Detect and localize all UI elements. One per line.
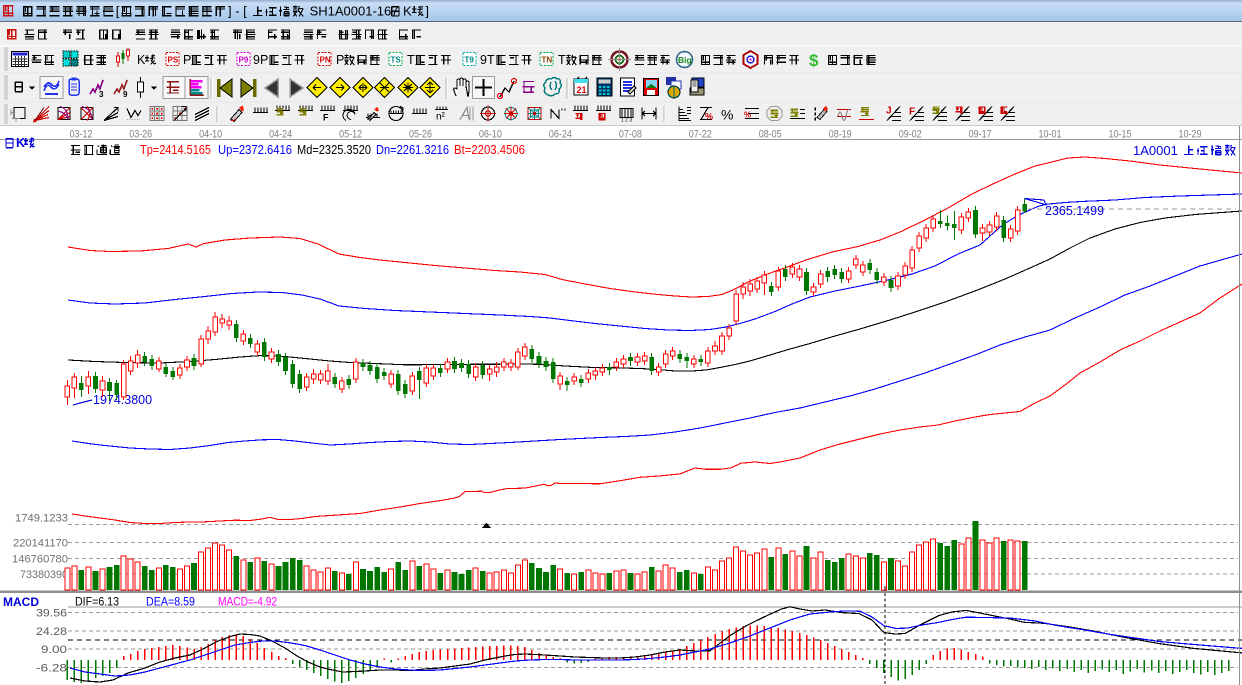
svg-text:220141170: 220141170	[13, 537, 68, 549]
svg-text:F: F	[323, 113, 329, 123]
svg-text:9P: 9P	[253, 53, 268, 67]
svg-text:DEA=8.59: DEA=8.59	[146, 595, 195, 609]
svg-text:21: 21	[577, 85, 587, 95]
svg-text:TS: TS	[391, 56, 402, 65]
svg-text:%: %	[705, 112, 713, 122]
svg-text:MACD=-4.92: MACD=-4.92	[218, 595, 277, 609]
svg-text:73380390: 73380390	[20, 569, 68, 581]
svg-text:03-12: 03-12	[70, 129, 93, 141]
svg-text:08-19: 08-19	[829, 129, 852, 141]
svg-text:P9: P9	[239, 56, 249, 65]
svg-text:04-10: 04-10	[199, 129, 222, 141]
svg-text:K: K	[403, 4, 412, 19]
svg-text:-6.28: -6.28	[36, 663, 67, 675]
svg-text:]: ]	[425, 4, 429, 19]
svg-text:DIF=6.13: DIF=6.13	[75, 595, 119, 609]
svg-text:09-02: 09-02	[899, 129, 922, 141]
svg-text:1749.1233: 1749.1233	[15, 513, 68, 525]
svg-text:3: 3	[99, 90, 104, 99]
svg-text:24.28: 24.28	[36, 626, 67, 638]
svg-text:146760780: 146760780	[12, 553, 68, 565]
svg-text:] - [: ] - [	[228, 4, 247, 19]
svg-text:03-26: 03-26	[129, 129, 152, 141]
svg-text:n²: n²	[436, 112, 446, 123]
svg-text:PS: PS	[168, 56, 179, 65]
svg-text:P: P	[336, 53, 344, 67]
svg-text:10-01: 10-01	[1039, 129, 1062, 141]
svg-text:06-24: 06-24	[549, 129, 572, 141]
svg-text:K: K	[137, 53, 146, 67]
svg-text:TN: TN	[542, 56, 553, 65]
svg-text:Up=2372.6416: Up=2372.6416	[218, 143, 292, 157]
svg-text:T: T	[558, 53, 566, 67]
svg-text:P: P	[183, 53, 191, 67]
svg-text:10-15: 10-15	[1109, 129, 1132, 141]
svg-text:F: F	[909, 107, 915, 118]
svg-text:%: %	[744, 111, 751, 120]
svg-text:T: T	[407, 53, 415, 67]
svg-text:9: 9	[123, 90, 128, 99]
svg-text:SH1A0001-167: SH1A0001-167	[310, 4, 399, 19]
svg-text:[: [	[116, 4, 120, 19]
svg-text:06-10: 06-10	[479, 129, 502, 141]
svg-text:PN: PN	[320, 56, 331, 65]
svg-text:%: %	[721, 107, 733, 123]
svg-text:05-26: 05-26	[409, 129, 432, 141]
svg-text:09-17: 09-17	[969, 129, 992, 141]
svg-text:1974.3800: 1974.3800	[93, 393, 152, 407]
svg-text:K: K	[16, 136, 25, 150]
svg-text:05-12: 05-12	[339, 129, 362, 141]
svg-text:Big: Big	[678, 55, 692, 65]
svg-text:9.00: 9.00	[41, 644, 67, 656]
svg-text:MACD: MACD	[3, 595, 39, 609]
svg-text:$: $	[809, 51, 819, 70]
svg-text:1 2 3: 1 2 3	[621, 118, 632, 124]
svg-text:Dn=2261.3216: Dn=2261.3216	[376, 143, 449, 157]
svg-text:07-08: 07-08	[619, 129, 642, 141]
svg-text:2365.1499: 2365.1499	[1045, 204, 1104, 218]
svg-text:Tp=2414.5165: Tp=2414.5165	[140, 143, 211, 157]
svg-text:04-24: 04-24	[269, 129, 292, 141]
svg-text:J: J	[886, 106, 892, 117]
svg-text:Md=2325.3520: Md=2325.3520	[297, 143, 371, 157]
svg-text:1A0001: 1A0001	[1133, 143, 1178, 158]
svg-text:08-05: 08-05	[759, 129, 782, 141]
svg-text:10-29: 10-29	[1179, 129, 1202, 141]
svg-text:39.56: 39.56	[36, 608, 67, 620]
svg-text:9T: 9T	[480, 53, 495, 67]
svg-text:T9: T9	[465, 56, 475, 65]
svg-text:07-22: 07-22	[689, 129, 712, 141]
svg-text:Bt=2203.4506: Bt=2203.4506	[454, 143, 525, 157]
